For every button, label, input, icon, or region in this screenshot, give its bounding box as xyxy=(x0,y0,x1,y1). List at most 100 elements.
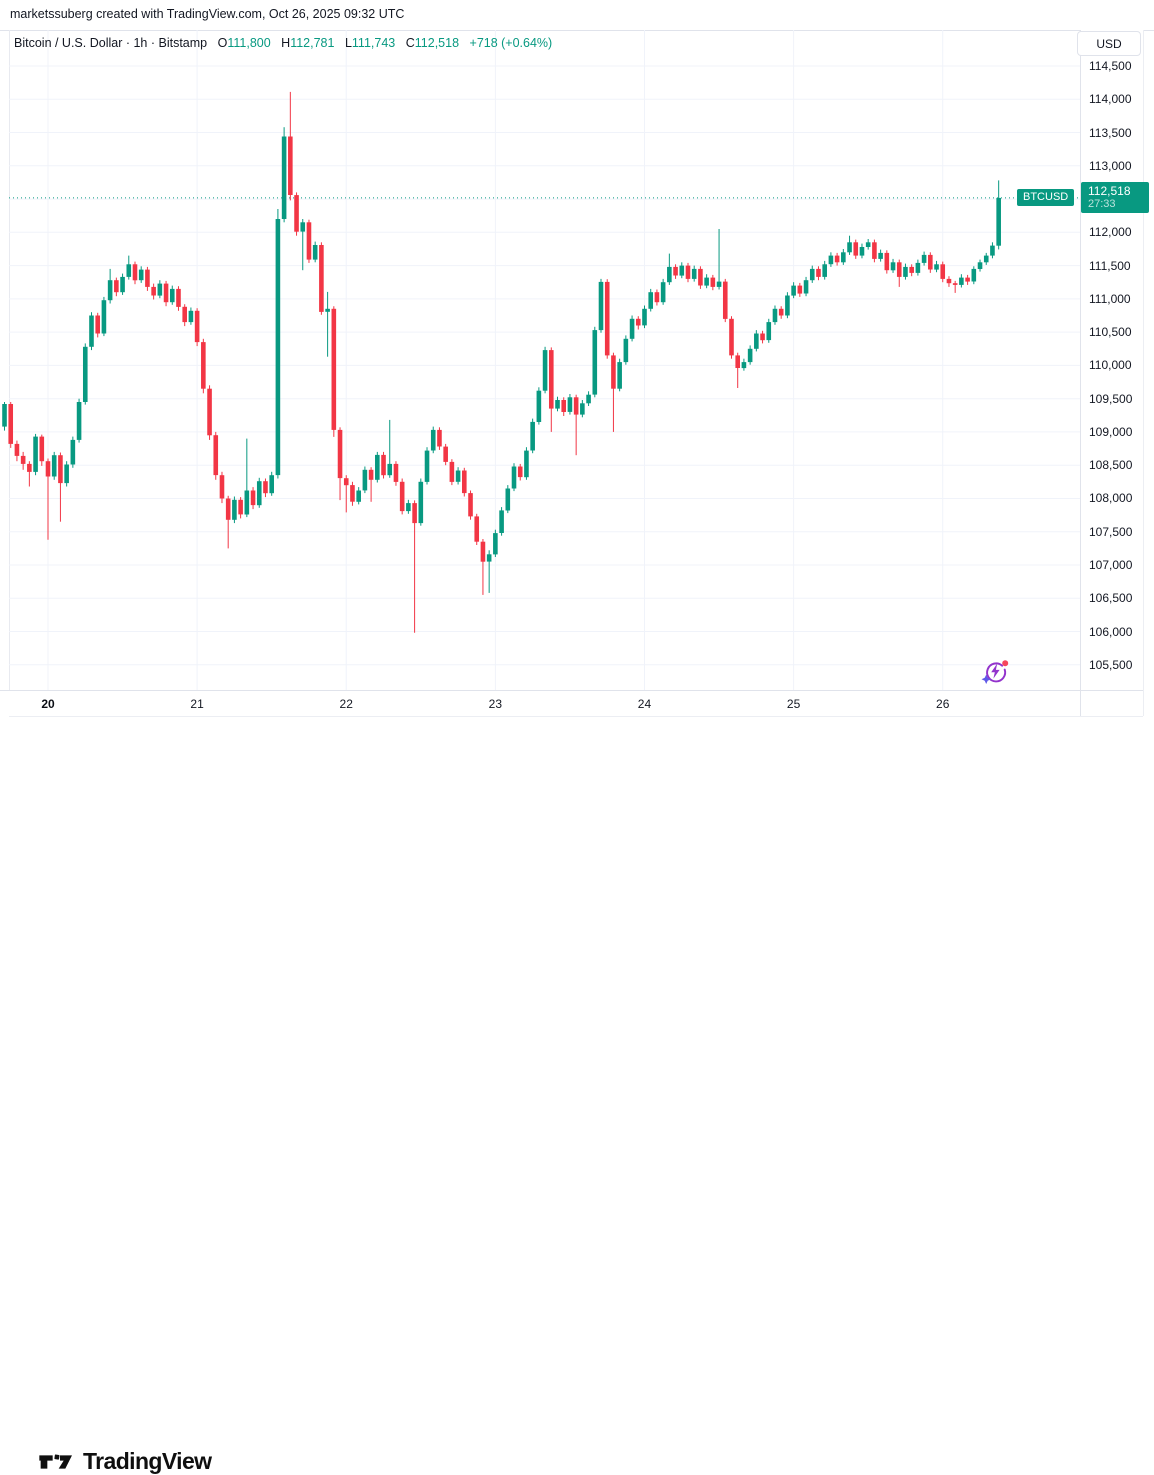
candle-body xyxy=(990,245,995,256)
candle-body xyxy=(766,322,772,341)
candle-body xyxy=(182,306,187,323)
candle-body xyxy=(735,355,740,368)
candle-body xyxy=(828,255,834,265)
last-price-value: 112,518 xyxy=(1088,183,1131,198)
currency-unit-button[interactable]: USD xyxy=(1077,31,1141,56)
candle-body xyxy=(480,541,486,562)
price-axis-label: 111,000 xyxy=(1089,291,1131,306)
candle-body xyxy=(462,470,467,494)
candle-body xyxy=(940,264,946,279)
candle-body xyxy=(822,264,827,277)
candle-body xyxy=(232,499,237,520)
candle-body xyxy=(269,475,274,494)
candle-body xyxy=(169,288,175,303)
candle-body xyxy=(561,400,567,412)
candle-body xyxy=(530,421,535,451)
candle-body xyxy=(76,402,82,440)
candle-body xyxy=(872,242,877,259)
candle-body xyxy=(437,429,442,447)
timescale-separator xyxy=(0,690,1143,691)
candle-body xyxy=(95,315,101,334)
candle-body xyxy=(642,308,647,326)
candle-body xyxy=(300,222,306,232)
candle-body xyxy=(909,266,914,273)
candle-body xyxy=(368,469,374,480)
candle-body xyxy=(536,390,542,422)
candle-body xyxy=(722,281,728,319)
candle-body xyxy=(834,255,840,263)
candle-body xyxy=(890,262,896,271)
price-axis-label: 106,500 xyxy=(1089,591,1133,606)
candle-body xyxy=(785,295,790,316)
candle-body xyxy=(859,247,865,256)
candle-body xyxy=(499,510,504,533)
candle-body xyxy=(635,318,641,326)
candle-body xyxy=(716,281,722,287)
candle-body xyxy=(946,278,952,284)
candle-body xyxy=(474,516,480,542)
legend-open: O111,800 xyxy=(217,36,271,50)
ai-sparkle-icon[interactable] xyxy=(980,656,1012,688)
candle-body xyxy=(51,455,57,477)
candle-body xyxy=(772,308,778,323)
candle-body xyxy=(809,268,815,281)
symbol-legend[interactable]: Bitcoin / U.S. Dollar · 1h · Bitstamp O1… xyxy=(14,36,552,54)
candle-body xyxy=(729,318,734,356)
candle-body xyxy=(294,195,299,232)
candle-body xyxy=(350,485,355,502)
candle-body xyxy=(2,404,7,427)
time-axis-label: 20 xyxy=(41,697,55,711)
price-axis-label: 110,000 xyxy=(1089,358,1132,373)
legend-title: Bitcoin / U.S. Dollar · 1h · Bitstamp xyxy=(14,36,208,50)
price-axis-label: 109,000 xyxy=(1089,424,1133,439)
candle-body xyxy=(343,478,349,486)
candle-body xyxy=(468,493,473,517)
candle-body xyxy=(306,222,312,260)
legend-high: H112,781 xyxy=(281,36,335,50)
tradingview-logo-text: TradingView xyxy=(83,1448,212,1474)
candle-body xyxy=(517,466,523,478)
candle-body xyxy=(430,429,436,451)
candle-body xyxy=(319,245,324,312)
candle-body xyxy=(884,252,890,271)
candle-body xyxy=(903,266,908,277)
tradingview-logo[interactable]: TradingView xyxy=(38,1448,212,1475)
time-axis-label: 26 xyxy=(936,697,950,711)
time-axis[interactable]: 20 21 22 23 24 25 26 xyxy=(0,691,1080,716)
candle-body xyxy=(424,450,430,482)
candle-body xyxy=(965,277,970,282)
price-axis-label: 108,000 xyxy=(1089,491,1133,506)
candle-body xyxy=(157,283,163,296)
candle-body xyxy=(617,362,622,389)
candle-body xyxy=(213,435,219,476)
candle-body xyxy=(244,490,250,515)
price-axis[interactable]: 114,500 114,000 113,500 113,000 112,000 111,5… xyxy=(1081,30,1143,690)
price-axis-label: 113,000 xyxy=(1089,158,1132,173)
candle-body xyxy=(691,268,697,279)
candle-body xyxy=(45,461,51,477)
candle-body xyxy=(567,397,573,412)
candle-body xyxy=(145,269,150,287)
candle-body xyxy=(710,277,716,287)
candle-body xyxy=(760,333,765,341)
widget-right-border xyxy=(1143,30,1144,716)
candle-body xyxy=(406,503,411,512)
last-price-badge: 112,518 27:33 xyxy=(1081,181,1149,213)
candle-body xyxy=(120,276,125,293)
price-axis-label: 114,500 xyxy=(1089,58,1132,73)
candle-body xyxy=(511,466,517,489)
candle-body xyxy=(331,308,337,430)
candle-body xyxy=(679,265,685,276)
candle-body xyxy=(449,461,455,482)
candle-body xyxy=(89,315,94,347)
candlestick-chart[interactable] xyxy=(0,30,1080,690)
candle-body xyxy=(685,265,691,279)
candle-body xyxy=(325,308,330,312)
time-axis-label: 21 xyxy=(190,697,204,711)
candle-body xyxy=(114,280,119,293)
candle-body xyxy=(747,348,753,363)
candle-body xyxy=(915,262,921,273)
price-axis-label: 107,000 xyxy=(1089,557,1133,572)
candle-body xyxy=(39,436,45,462)
attribution-bar: marketssuberg created with TradingView.c… xyxy=(0,0,1154,31)
